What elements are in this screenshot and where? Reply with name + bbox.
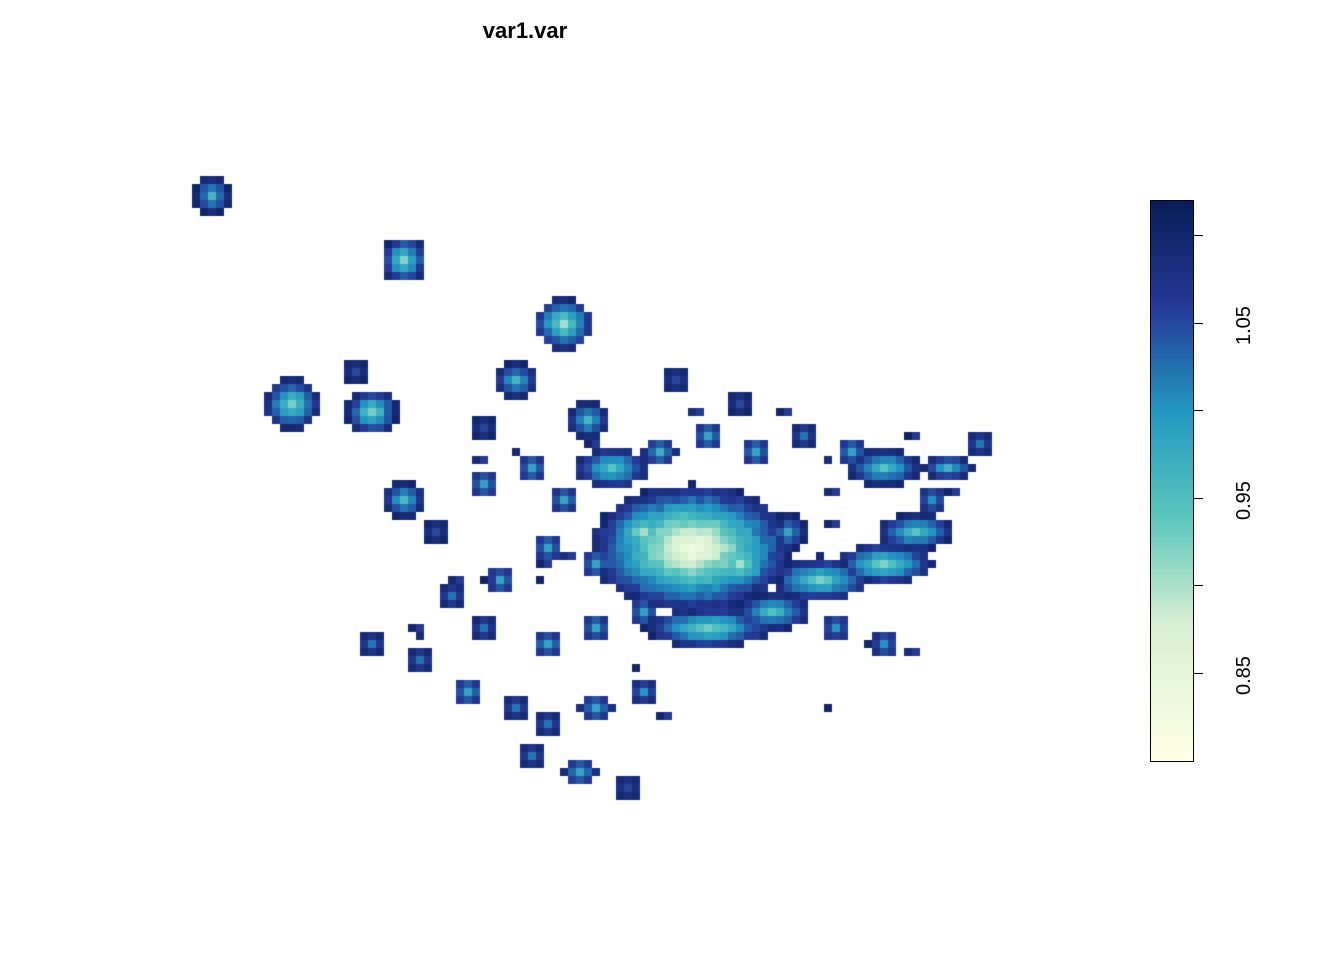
colorbar-tick [1193, 410, 1203, 411]
colorbar-area: 0.85 0.95 1.05 [1150, 200, 1272, 760]
colorbar-tick-label: 0.85 [1233, 656, 1256, 695]
colorbar-tick [1193, 673, 1203, 674]
colorbar-tick [1193, 585, 1203, 586]
figure-container: var1.var 0.85 0.95 1.05 [0, 0, 1344, 960]
colorbar-tick [1193, 323, 1203, 324]
colorbar-tick-label: 0.95 [1233, 481, 1256, 520]
plot-area [80, 80, 1040, 900]
heatmap-canvas [80, 80, 1040, 880]
colorbar-canvas [1150, 200, 1194, 762]
colorbar-tick-label: 1.05 [1233, 306, 1256, 345]
colorbar-tick [1193, 235, 1203, 236]
colorbar-tick [1193, 498, 1203, 499]
colorbar-axis [1193, 200, 1194, 760]
chart-title: var1.var [0, 18, 1050, 44]
